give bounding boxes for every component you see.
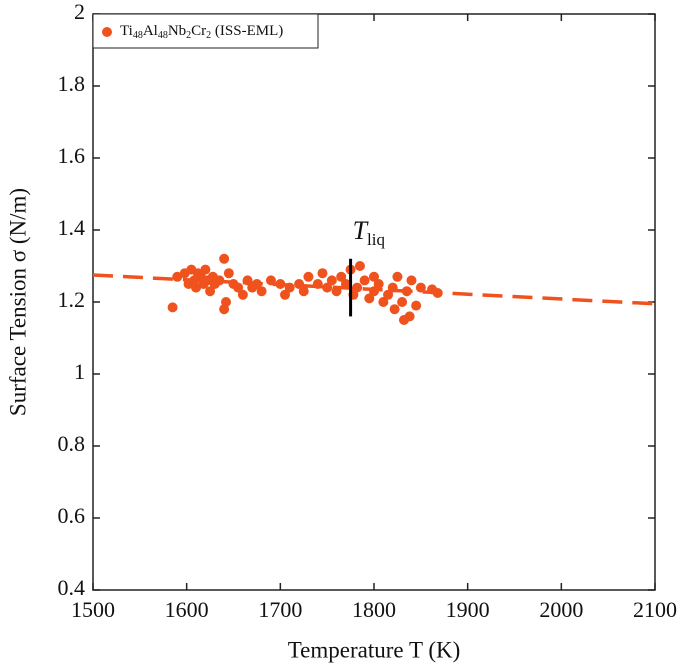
data-point bbox=[172, 271, 183, 282]
data-point bbox=[364, 293, 375, 304]
x-tick-label: 2000 bbox=[539, 597, 583, 622]
data-point bbox=[223, 268, 234, 279]
data-point bbox=[303, 271, 314, 282]
y-tick-label: 1.4 bbox=[58, 215, 86, 240]
y-tick-label: 0.4 bbox=[58, 575, 86, 600]
data-point bbox=[415, 282, 426, 293]
data-point bbox=[219, 253, 230, 264]
x-tick-label: 1500 bbox=[71, 597, 115, 622]
data-point bbox=[298, 286, 309, 297]
data-point bbox=[383, 289, 394, 300]
data-point bbox=[397, 297, 408, 307]
data-point bbox=[294, 279, 305, 289]
data-point bbox=[378, 297, 389, 307]
data-point bbox=[389, 304, 400, 315]
y-tick-label: 1.2 bbox=[58, 287, 86, 312]
x-tick-label: 1600 bbox=[165, 597, 209, 622]
legend-marker bbox=[102, 27, 112, 37]
y-tick-label: 0.6 bbox=[58, 503, 86, 528]
data-point bbox=[221, 297, 232, 307]
plot-frame bbox=[92, 13, 656, 591]
data-point bbox=[369, 271, 379, 282]
data-point bbox=[237, 289, 248, 300]
x-tick-label: 1800 bbox=[352, 597, 396, 622]
data-point bbox=[392, 271, 403, 282]
y-tick-label: 2 bbox=[74, 0, 85, 24]
data-point bbox=[322, 282, 333, 293]
x-axis-label: Temperature T (K) bbox=[288, 637, 461, 662]
data-point bbox=[205, 286, 216, 297]
data-point bbox=[406, 275, 417, 286]
legend: Ti48Al48Nb2Cr2 (ISS-EML) bbox=[92, 13, 319, 49]
data-point bbox=[411, 300, 422, 311]
data-point bbox=[167, 302, 178, 313]
data-point bbox=[280, 289, 291, 300]
data-point bbox=[233, 282, 244, 293]
y-tick-label: 0.8 bbox=[58, 431, 86, 456]
x-tick-label: 1700 bbox=[258, 597, 302, 622]
liquidus-label: Tliq bbox=[353, 216, 386, 249]
x-tick-label: 1900 bbox=[446, 597, 490, 622]
data-point bbox=[191, 282, 202, 293]
y-tick-label: 1 bbox=[74, 359, 85, 384]
y-tick-label: 1.8 bbox=[58, 71, 86, 96]
liquidus-subscript: liq bbox=[367, 230, 385, 249]
legend-box bbox=[92, 13, 319, 49]
data-point bbox=[256, 286, 267, 297]
data-point bbox=[359, 275, 370, 286]
liquidus-symbol: T bbox=[353, 216, 369, 245]
data-point bbox=[336, 271, 347, 282]
y-tick-label: 1.6 bbox=[58, 143, 86, 168]
x-tick-label: 2100 bbox=[633, 597, 677, 622]
data-point bbox=[404, 311, 415, 322]
fit-line bbox=[92, 273, 656, 306]
data-point bbox=[200, 264, 211, 275]
data-point bbox=[352, 282, 363, 293]
data-point bbox=[373, 279, 384, 289]
legend-label: Ti48Al48Nb2Cr2 (ISS-EML) bbox=[120, 23, 283, 41]
data-point bbox=[354, 261, 365, 271]
y-axis-label: Surface Tension σ (N/m) bbox=[5, 188, 30, 416]
data-point bbox=[317, 268, 328, 279]
data-point bbox=[326, 275, 337, 286]
